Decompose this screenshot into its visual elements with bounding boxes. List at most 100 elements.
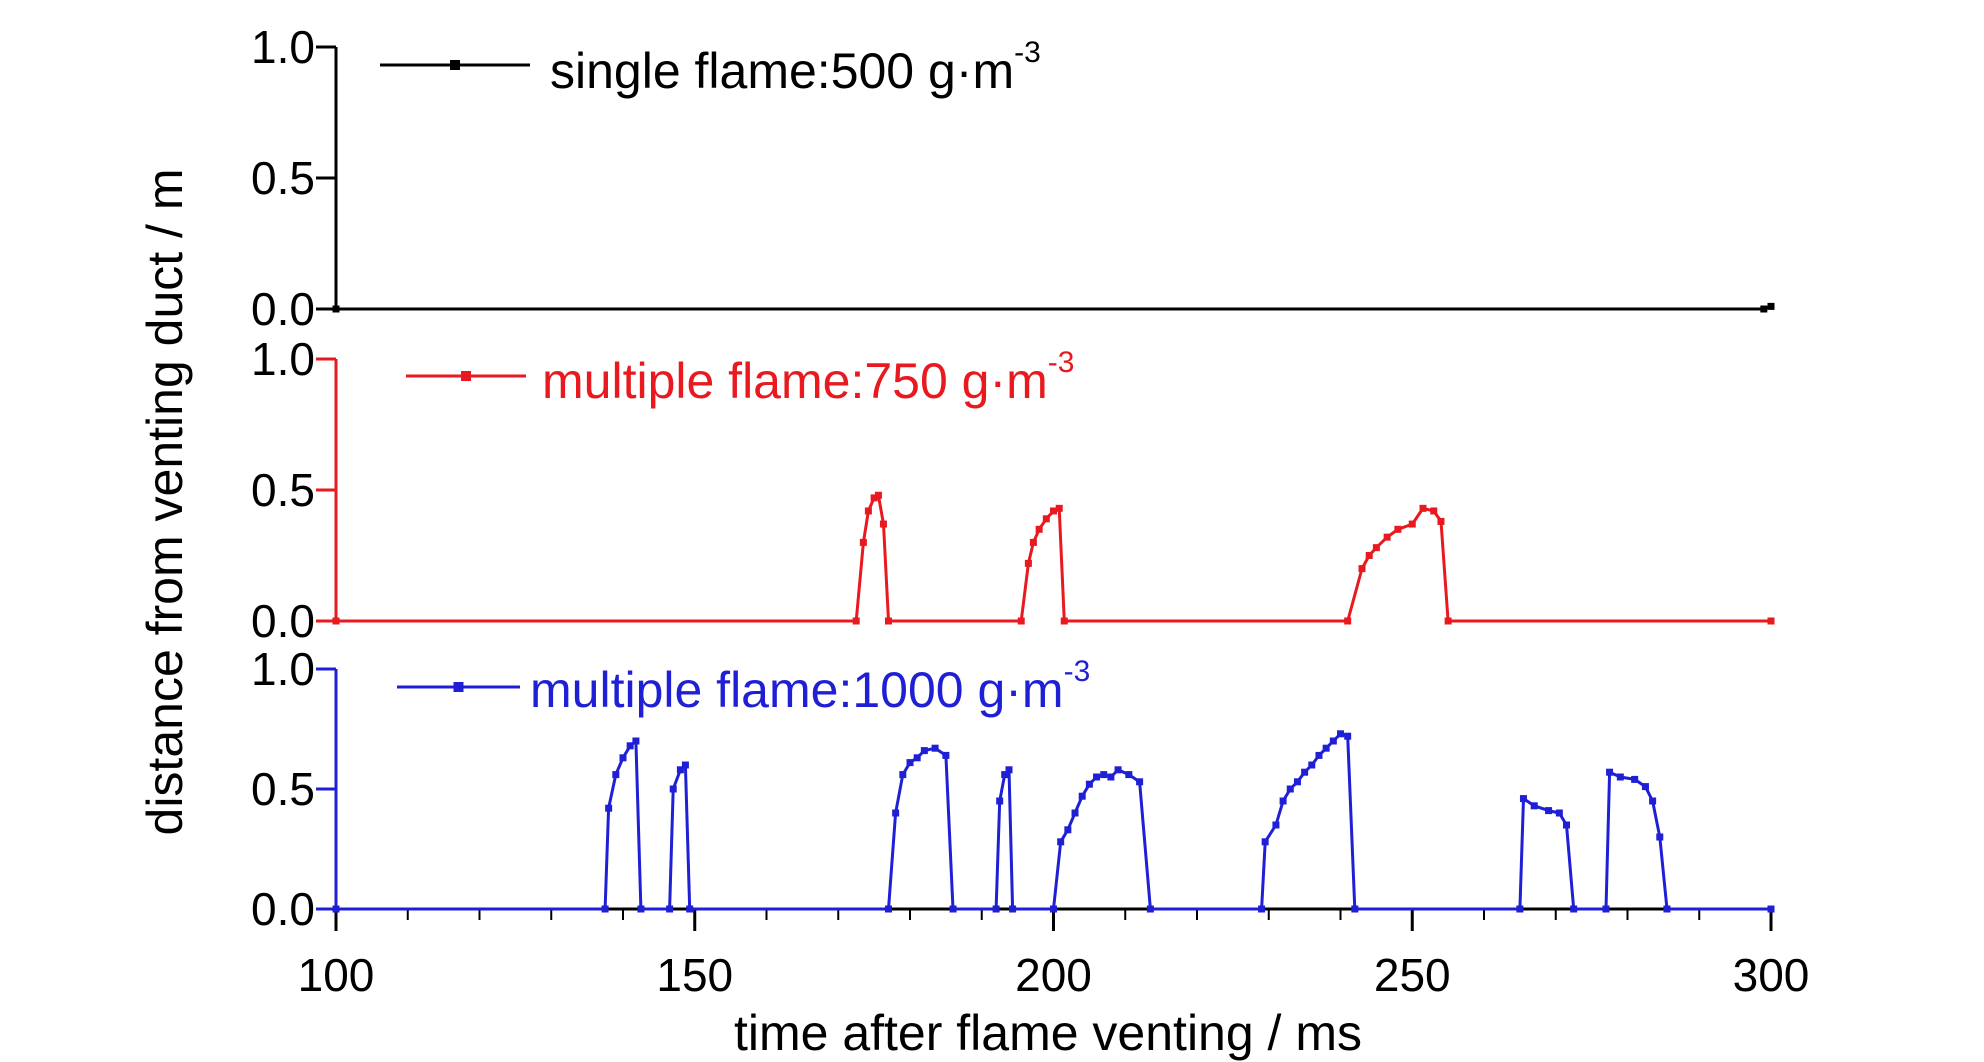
data-point	[1279, 797, 1287, 805]
data-point	[1078, 792, 1086, 800]
data-point	[632, 737, 640, 745]
legend-label-superscript: -3	[1064, 655, 1091, 688]
y-tick-label: 1.0	[251, 21, 315, 73]
data-point	[1258, 905, 1266, 913]
data-point	[1060, 617, 1068, 625]
y-tick-label: 0.5	[251, 152, 315, 204]
y-tick-label: 0.0	[251, 283, 315, 335]
data-point	[1093, 773, 1101, 781]
x-tick-label: 250	[1374, 949, 1451, 1001]
data-point	[1035, 525, 1043, 533]
data-point	[1146, 905, 1154, 913]
x-tick-label: 100	[298, 949, 375, 1001]
data-point	[1663, 905, 1671, 913]
data-point	[852, 617, 860, 625]
x-tick-label: 300	[1733, 949, 1810, 1001]
panel-2: 0.0 0.5 1.0 multiple flame:750 g·m-3	[251, 333, 1775, 647]
data-point	[1444, 617, 1452, 625]
data-point	[1372, 544, 1380, 552]
data-point	[1641, 783, 1649, 791]
data-point	[612, 771, 620, 779]
data-point	[1365, 552, 1373, 559]
data-point	[1631, 775, 1639, 783]
data-point	[1005, 766, 1013, 774]
y-tick-label: 0.0	[251, 883, 315, 935]
data-point	[1516, 905, 1524, 913]
data-point	[1545, 807, 1553, 815]
data-point	[619, 754, 627, 762]
data-point	[1322, 744, 1330, 752]
data-point	[1050, 905, 1057, 913]
data-point	[1042, 515, 1050, 523]
x-tick-label: 150	[656, 949, 733, 1001]
legend-label: multiple flame:1000 g·m-3	[530, 655, 1090, 718]
y-tick-label: 0.0	[251, 595, 315, 647]
series-line	[336, 732, 1771, 911]
legend-label: multiple flame:750 g·m-3	[542, 346, 1074, 409]
data-point	[1430, 507, 1438, 515]
legend-label-superscript: -3	[1014, 36, 1041, 69]
data-point	[1337, 730, 1344, 738]
x-tick-label: 200	[1015, 949, 1092, 1001]
data-point	[892, 809, 900, 817]
data-point	[332, 617, 340, 625]
data-point	[1301, 768, 1309, 776]
data-point	[1519, 795, 1527, 803]
data-point	[676, 766, 684, 774]
data-point	[1050, 507, 1057, 515]
data-point	[1606, 768, 1614, 776]
data-point	[931, 744, 939, 752]
panel-3: 0.0 0.5 1.0 100 150 200 250 300 multiple flame:1…	[251, 643, 1809, 1001]
data-point	[1009, 905, 1017, 913]
data-point	[949, 905, 957, 913]
data-point	[884, 617, 892, 625]
y-tick-label: 0.5	[251, 464, 315, 516]
data-point	[942, 751, 950, 759]
data-point	[1029, 538, 1037, 546]
data-point	[870, 494, 878, 502]
data-point	[1286, 785, 1294, 793]
data-point	[1136, 778, 1144, 786]
data-point	[1329, 737, 1337, 745]
panel-1: 0.0 0.5 1.0 single flame:500 g·m-3	[251, 21, 1775, 335]
data-point	[996, 797, 1004, 805]
data-point	[1760, 305, 1768, 313]
y-tick-label: 1.0	[251, 643, 315, 695]
data-point	[686, 905, 694, 913]
data-point	[1272, 821, 1280, 829]
legend-label: single flame:500 g·m-3	[550, 36, 1041, 99]
data-point	[1570, 905, 1578, 913]
data-point	[864, 507, 872, 515]
data-point	[1767, 617, 1775, 625]
data-point	[1602, 905, 1610, 913]
x-axis-title: time after flame venting / ms	[734, 1005, 1362, 1061]
data-point	[906, 759, 914, 767]
legend-marker	[450, 60, 460, 70]
data-point	[669, 785, 677, 793]
data-point	[1767, 905, 1775, 913]
data-point	[1351, 905, 1359, 913]
data-point	[1344, 732, 1352, 740]
data-point	[1315, 751, 1323, 759]
data-point	[1419, 504, 1427, 512]
data-point	[1085, 780, 1093, 788]
data-point	[1656, 833, 1664, 841]
data-point	[637, 905, 645, 913]
data-point	[605, 804, 613, 812]
data-point	[1563, 821, 1571, 829]
data-point	[913, 754, 921, 762]
data-point	[1055, 504, 1063, 512]
data-point	[859, 538, 867, 546]
data-point	[1261, 838, 1269, 846]
data-point	[666, 905, 674, 913]
y-tick-label: 0.5	[251, 763, 315, 815]
data-point	[1057, 838, 1065, 846]
data-point	[332, 905, 340, 913]
data-point	[992, 905, 1000, 913]
legend-marker	[461, 371, 471, 381]
plot-area: 0.0 0.5 1.0 single flame:500 g·m-3 0.0 0.5 1.0…	[251, 21, 1809, 1001]
data-point	[1017, 617, 1025, 625]
data-point	[1308, 761, 1316, 769]
data-point	[681, 761, 689, 769]
data-point	[1437, 517, 1445, 525]
